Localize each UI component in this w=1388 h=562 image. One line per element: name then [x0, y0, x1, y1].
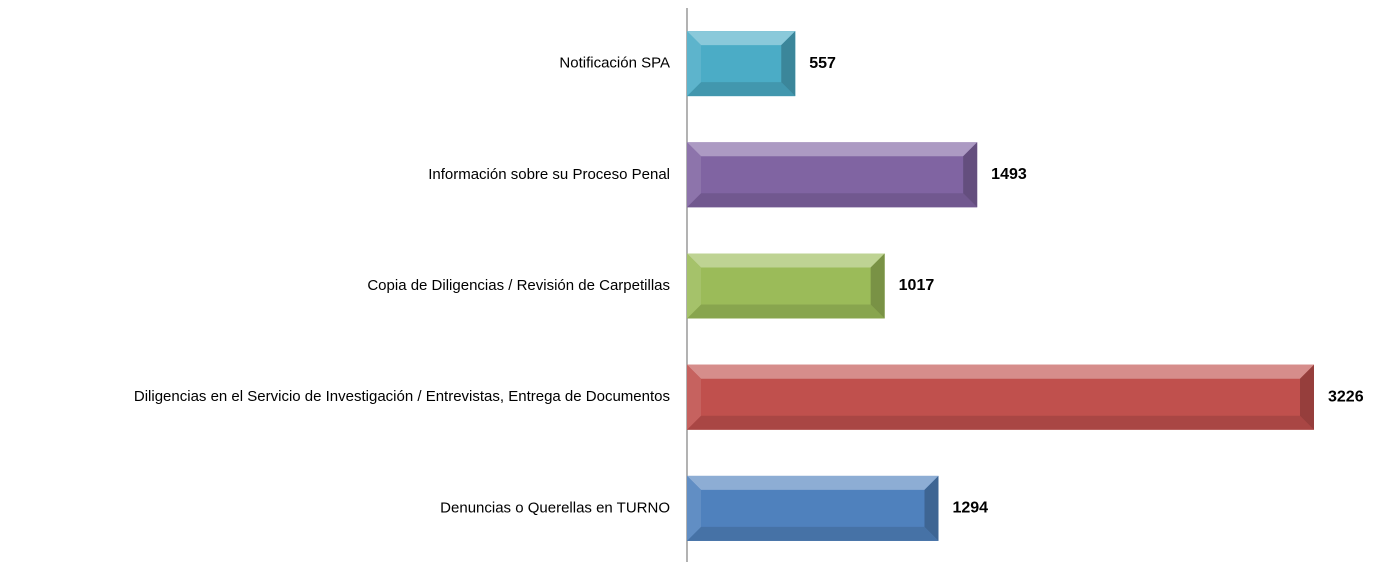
bar-bevel-left: [687, 364, 701, 430]
bar-bevel-right: [1300, 364, 1314, 430]
bar-bevel-right: [781, 31, 796, 97]
category-label: Información sobre su Proceso Penal: [428, 166, 670, 183]
bar-bevel-bottom: [687, 526, 939, 541]
bar-bevel-right: [924, 475, 939, 541]
bar-bevel-bottom: [687, 415, 1314, 430]
data-label: 1017: [899, 277, 935, 294]
bar-bevel-bottom: [687, 193, 978, 208]
category-label: Notificación SPA: [559, 55, 670, 72]
bar-bevel-left: [687, 142, 701, 208]
bar-bevel-bottom: [687, 304, 885, 319]
bar-bevel-top: [687, 253, 885, 268]
bar-bevel-top: [687, 142, 978, 157]
bar-bevel-top: [687, 31, 796, 46]
data-label: 3226: [1328, 388, 1364, 405]
data-label: 557: [809, 55, 836, 72]
category-label: Denuncias o Querellas en TURNO: [440, 499, 670, 516]
bar-bevel-right: [870, 253, 885, 319]
bar-bevel-right: [963, 142, 978, 208]
category-label: Diligencias en el Servicio de Investigac…: [134, 388, 670, 405]
data-label: 1493: [991, 166, 1027, 183]
bar-bevel-left: [687, 475, 701, 541]
bar-bevel-top: [687, 364, 1314, 379]
bar-bevel-left: [687, 253, 701, 319]
data-label: 1294: [952, 500, 988, 517]
category-label: Copia de Diligencias / Revisión de Carpe…: [367, 277, 670, 294]
bar-bevel-bottom: [687, 82, 796, 97]
bar-bevel-left: [687, 31, 701, 97]
bar-bevel-top: [687, 475, 939, 490]
